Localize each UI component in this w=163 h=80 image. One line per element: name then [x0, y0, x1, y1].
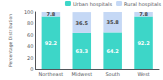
- svg-text:92.2: 92.2: [137, 40, 150, 46]
- svg-text:20: 20: [27, 55, 33, 61]
- svg-text:7.8: 7.8: [46, 11, 55, 17]
- svg-text:40: 40: [27, 43, 33, 49]
- svg-text:60: 60: [27, 32, 33, 38]
- svg-text:36.5: 36.5: [76, 20, 89, 26]
- svg-text:35.8: 35.8: [106, 19, 119, 25]
- svg-text:Percentage Distribution: Percentage Distribution: [8, 14, 13, 67]
- svg-text:63.3: 63.3: [76, 48, 89, 54]
- svg-text:64.2: 64.2: [106, 48, 119, 54]
- svg-text:Urban hospitals: Urban hospitals: [73, 1, 113, 8]
- svg-text:0: 0: [30, 66, 33, 72]
- svg-text:100: 100: [24, 9, 34, 15]
- svg-text:West: West: [137, 71, 149, 77]
- svg-text:7.8: 7.8: [139, 11, 148, 17]
- svg-text:Rural hospitals: Rural hospitals: [124, 1, 161, 8]
- svg-text:Midwest: Midwest: [71, 71, 92, 77]
- svg-text:80: 80: [27, 20, 33, 26]
- svg-text:92.2: 92.2: [45, 40, 58, 46]
- svg-text:Northeast: Northeast: [39, 71, 64, 77]
- svg-text:South: South: [105, 71, 120, 77]
